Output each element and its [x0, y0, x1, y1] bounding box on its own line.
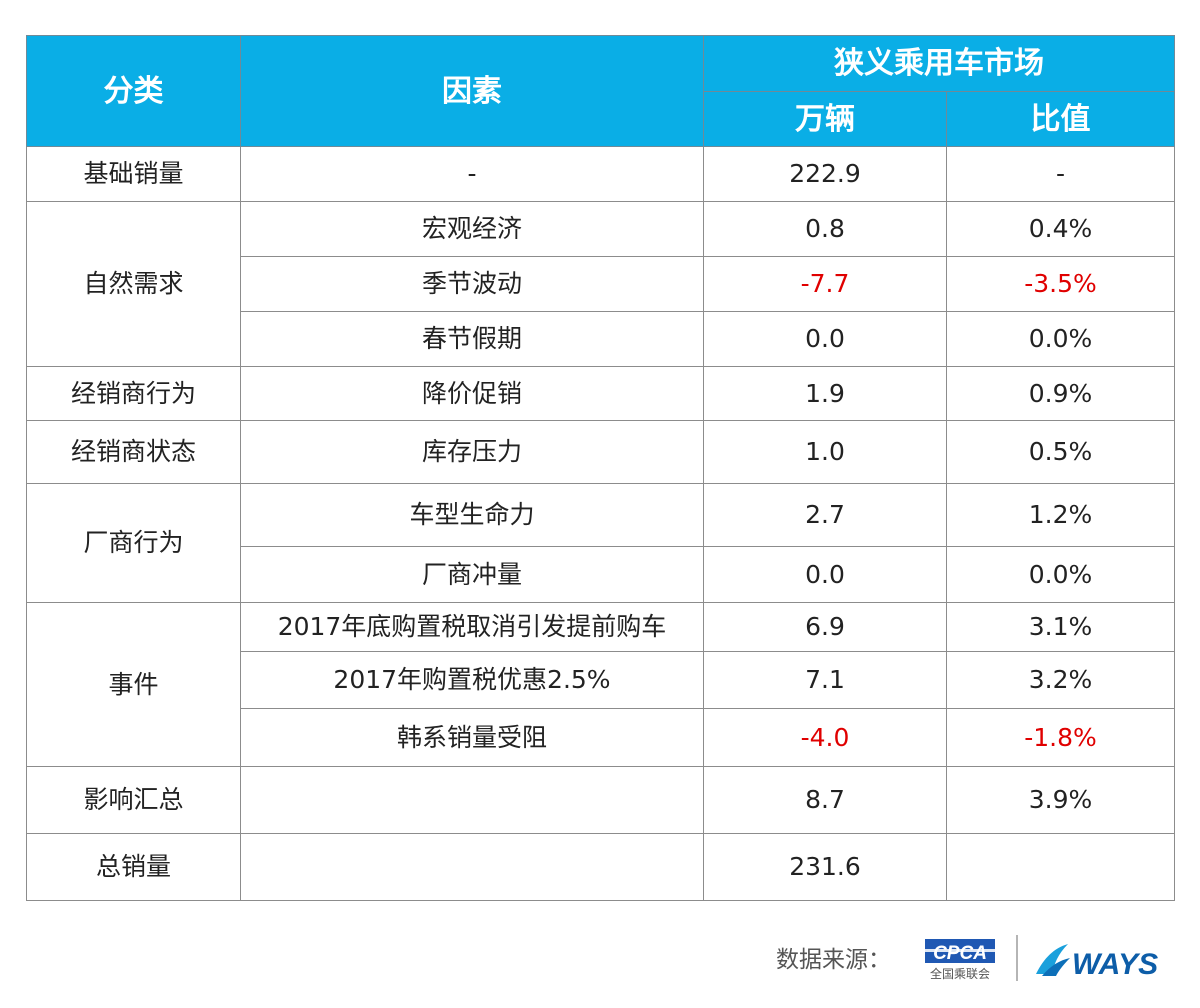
units-cell: 1.0 [703, 420, 947, 484]
category-cell: 影响汇总 [26, 766, 241, 834]
factor-cell: 春节假期 [240, 311, 704, 367]
table-row: 影响汇总 8.7 3.9% [26, 766, 1175, 834]
header-factor: 因素 [240, 35, 704, 147]
ratio-cell: 0.0% [946, 311, 1175, 367]
data-source-label: 数据来源： [776, 947, 891, 973]
table-row: 厂商行为 车型生命力 2.7 1.2% [26, 483, 1175, 603]
units-cell-negative: -7.7 [703, 256, 947, 312]
cpca-logo-subtext: 全国乘联会 [930, 966, 990, 981]
header-category: 分类 [26, 35, 241, 147]
category-cell: 自然需求 [26, 201, 241, 367]
units-cell: 1.9 [703, 366, 947, 421]
factor-cell: 库存压力 [240, 420, 704, 484]
table-row: 韩系销量受阻 -4.0 -1.8% [27, 708, 1175, 767]
ratio-cell: 0.0% [946, 546, 1175, 603]
ratio-cell: 0.5% [946, 420, 1175, 484]
category-cell: 厂商行为 [26, 483, 241, 603]
ratio-cell: 0.4% [946, 201, 1175, 257]
units-cell: 8.7 [703, 766, 947, 834]
cpca-logo: CPCA 全国乘联会 [925, 939, 995, 981]
factor-cell: 降价促销 [240, 366, 704, 421]
units-cell: 7.1 [703, 651, 947, 709]
factor-cell: 厂商冲量 [240, 546, 704, 603]
category-cell: 经销商状态 [26, 420, 241, 484]
factor-cell: - [240, 146, 704, 202]
factor-cell: 车型生命力 [240, 483, 704, 547]
ways-logo: WAYS [1036, 944, 1158, 981]
ratio-cell: 3.2% [946, 651, 1175, 709]
table-row: 总销量 231.6 [26, 833, 1175, 901]
category-cell: 基础销量 [26, 146, 241, 202]
table-row: 经销商行为 降价促销 1.9 0.9% [26, 366, 1175, 421]
units-cell: 6.9 [703, 602, 947, 652]
units-cell: 2.7 [703, 483, 947, 547]
factor-cell: 宏观经济 [240, 201, 704, 257]
category-cell: 总销量 [26, 833, 241, 901]
factor-cell [240, 833, 704, 901]
table-row: 基础销量 - 222.9 - [26, 146, 1175, 202]
table-row: 季节波动 -7.7 -3.5% [27, 256, 1175, 312]
factor-cell: 2017年购置税优惠2.5% [240, 651, 704, 709]
header-units: 万辆 [703, 91, 947, 147]
header-market: 狭义乘用车市场 [703, 35, 1175, 92]
ways-logo-mark [1036, 944, 1068, 974]
factor-cell: 2017年底购置税取消引发提前购车 [240, 602, 704, 652]
ratio-cell: 3.9% [946, 766, 1175, 834]
sales-factor-table: 分类 因素 狭义乘用车市场 万辆 比值 基础销量 - 222.9 - 自然需求 … [26, 35, 1175, 901]
factor-cell [240, 766, 704, 834]
ratio-cell [946, 833, 1175, 901]
header-ratio: 比值 [946, 91, 1175, 147]
ways-logo-text: WAYS [1072, 948, 1158, 981]
table-row: 事件 2017年底购置税取消引发提前购车 6.9 3.1% [26, 602, 1175, 767]
units-cell: 222.9 [703, 146, 947, 202]
ratio-cell: 1.2% [946, 483, 1175, 547]
units-cell: 0.8 [703, 201, 947, 257]
units-cell: 0.0 [703, 311, 947, 367]
table-row: 自然需求 宏观经济 0.8 0.4% [26, 201, 1175, 367]
units-cell: 0.0 [703, 546, 947, 603]
units-cell-negative: -4.0 [703, 708, 947, 767]
category-cell: 经销商行为 [26, 366, 241, 421]
ratio-cell-negative: -3.5% [946, 256, 1175, 312]
table-row: 经销商状态 库存压力 1.0 0.5% [26, 420, 1175, 484]
factor-cell: 韩系销量受阻 [240, 708, 704, 767]
factor-cell: 季节波动 [240, 256, 704, 312]
category-cell: 事件 [26, 602, 241, 767]
ratio-cell-negative: -1.8% [946, 708, 1175, 767]
units-cell: 231.6 [703, 833, 947, 901]
ratio-cell: 3.1% [946, 602, 1175, 652]
logo-divider [1016, 935, 1018, 981]
ratio-cell: 0.9% [946, 366, 1175, 421]
table-row: 2017年购置税优惠2.5% 7.1 3.2% [27, 651, 1175, 709]
ratio-cell: - [946, 146, 1175, 202]
cpca-logo-text: CPCA [933, 943, 987, 964]
